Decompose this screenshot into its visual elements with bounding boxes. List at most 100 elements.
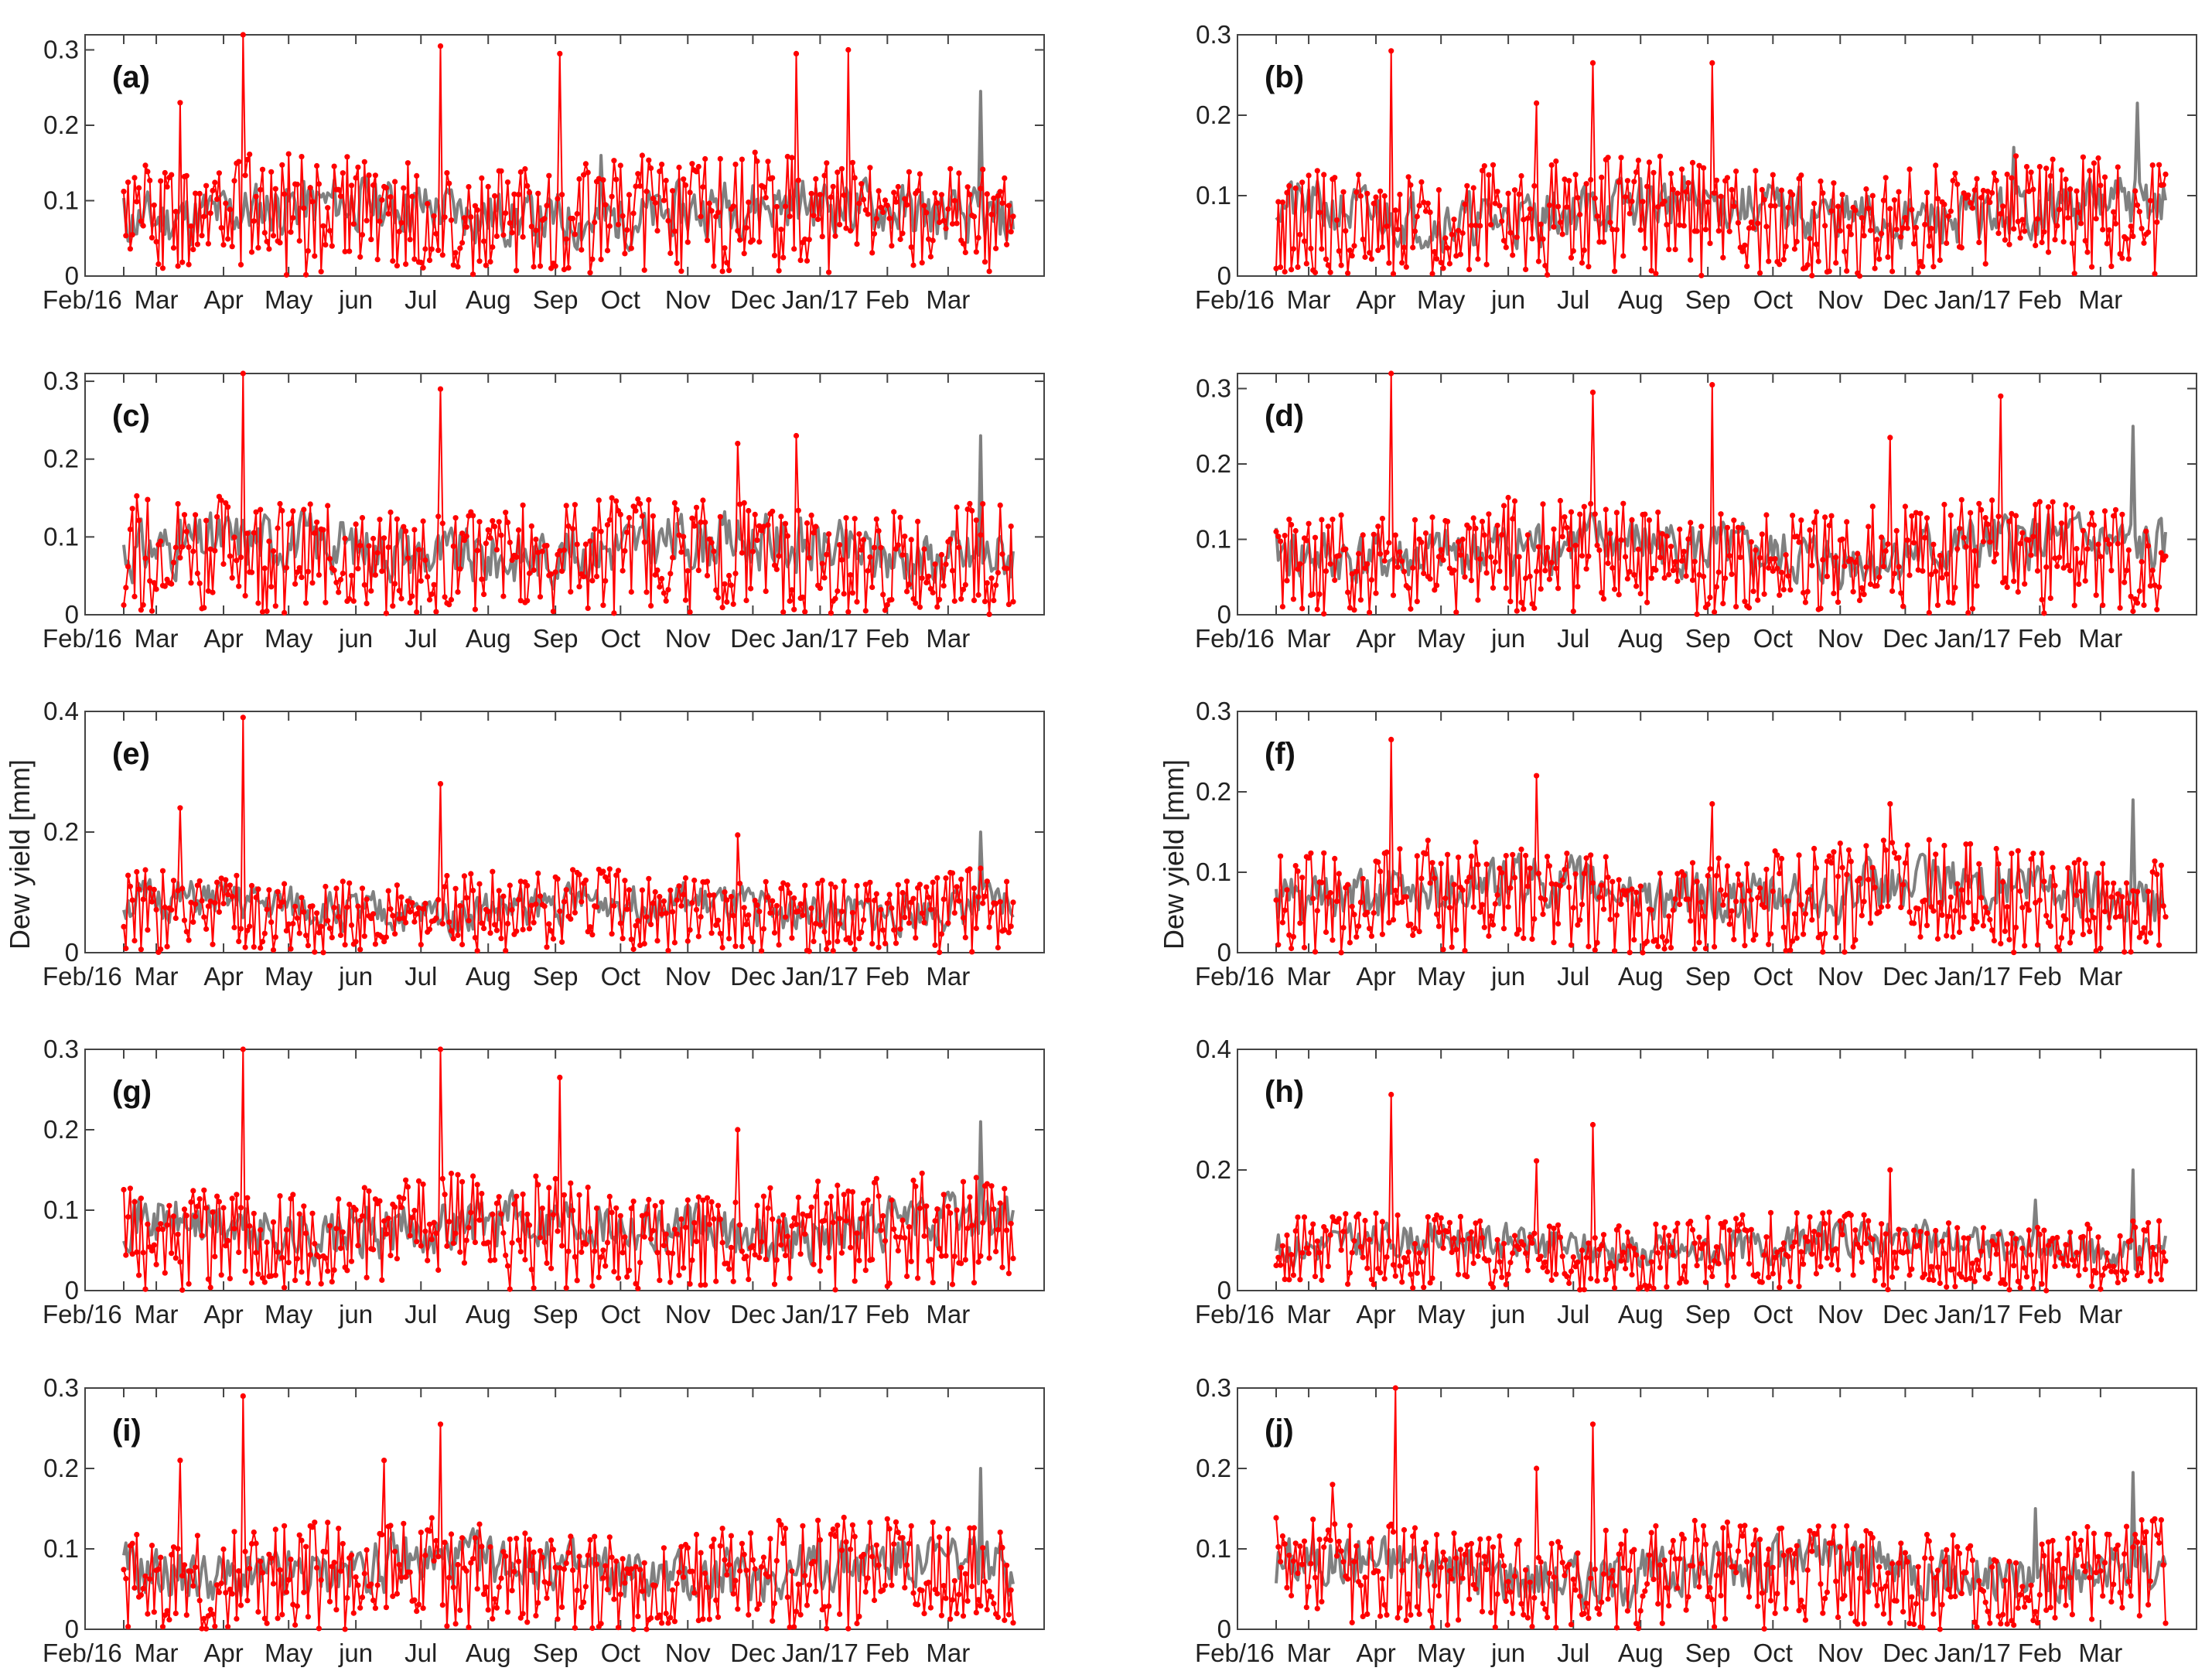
observed-point [1589, 880, 1596, 886]
observed-point [1933, 162, 1939, 169]
observed-point [1802, 1234, 1808, 1240]
observed-point [1401, 1526, 1408, 1533]
observed-point [1952, 1593, 1958, 1600]
observed-point [684, 1197, 691, 1203]
observed-point [1308, 1560, 1314, 1567]
observed-point [2101, 1560, 2108, 1566]
observed-point [1987, 916, 1993, 923]
observed-point [1759, 1279, 1765, 1285]
observed-point [1503, 1281, 1509, 1287]
observed-point [960, 240, 967, 247]
y-tick-label: 0 [65, 261, 79, 290]
observed-point [613, 872, 620, 878]
observed-point [414, 609, 420, 616]
observed-point [1883, 847, 1889, 853]
observed-point [572, 502, 579, 508]
observed-point [1968, 510, 1974, 516]
observed-point [305, 1280, 311, 1286]
observed-point [1314, 606, 1320, 612]
observed-point [1856, 1575, 1863, 1581]
observed-point [1934, 196, 1941, 202]
observed-point [1453, 609, 1459, 616]
x-tick-label: jun [338, 1300, 373, 1328]
observed-point [1553, 1271, 1559, 1277]
observed-point [342, 535, 348, 542]
observed-point [570, 1567, 576, 1574]
observed-point [509, 907, 515, 913]
observed-point [609, 1554, 615, 1560]
observed-point [2012, 1560, 2019, 1566]
x-tick-label: Dec [730, 962, 776, 991]
observed-point [1978, 1248, 1985, 1254]
observed-points [1273, 1091, 2169, 1294]
observed-point [663, 1231, 669, 1237]
observed-point [808, 512, 814, 519]
observed-point [1739, 898, 1746, 904]
observed-point [2004, 1621, 2010, 1627]
observed-point [372, 172, 378, 179]
observed-point [2091, 522, 2097, 528]
observed-point [479, 1543, 485, 1550]
observed-point [1607, 530, 1613, 537]
observed-point [1694, 878, 1700, 885]
observed-point [459, 1535, 466, 1541]
x-tick-label: Feb [2018, 1300, 2062, 1328]
observed-point [2074, 188, 2080, 194]
observed-point [498, 936, 504, 942]
observed-point [674, 506, 680, 513]
observed-point [401, 524, 407, 530]
observed-point [314, 519, 320, 525]
observed-point [2033, 899, 2039, 906]
observed-point [2030, 1285, 2036, 1291]
observed-point [201, 213, 207, 220]
observed-point [1922, 1555, 1928, 1561]
observed-point [765, 1205, 771, 1211]
observed-point [1459, 1237, 1466, 1243]
observed-point [1381, 1276, 1388, 1282]
observed-point [1666, 571, 1672, 578]
observed-point [1629, 198, 1635, 204]
observed-point [179, 1287, 186, 1293]
observed-point [913, 600, 919, 606]
observed-point [312, 949, 318, 955]
observed-point [2158, 1517, 2164, 1523]
observed-point [455, 1561, 461, 1568]
observed-point [1364, 561, 1371, 567]
observed-point [815, 1517, 821, 1523]
observed-point [1924, 923, 1930, 929]
observed-point [270, 233, 277, 239]
observed-point [216, 1199, 222, 1205]
observed-point [1292, 1540, 1299, 1547]
observed-point [450, 1240, 456, 1247]
observed-point [767, 910, 773, 916]
observed-point [771, 562, 778, 568]
observed-point [1524, 215, 1531, 221]
observed-point [162, 1270, 168, 1276]
observed-point [435, 247, 442, 254]
observed-point [960, 915, 967, 921]
observed-point [1796, 539, 1802, 545]
observed-point [752, 149, 758, 155]
observed-point [1965, 1235, 1971, 1241]
observed-point [687, 1281, 693, 1287]
observed-point [1440, 946, 1446, 953]
observed-point [1939, 1601, 1945, 1608]
observed-point [1481, 163, 1487, 169]
observed-point [613, 1205, 620, 1211]
y-tick-label: 0 [1217, 261, 1231, 290]
observed-point [667, 1279, 674, 1285]
observed-point [1995, 230, 2002, 237]
observed-point [1357, 899, 1364, 906]
observed-point [1545, 854, 1551, 860]
observed-point [1605, 1266, 1611, 1272]
observed-point [2125, 547, 2132, 554]
observed-point [702, 1571, 708, 1577]
observed-point [2071, 1263, 2077, 1269]
observed-point [2095, 155, 2101, 162]
observed-point [392, 581, 398, 587]
observed-point [1456, 854, 1462, 861]
observed-point [726, 268, 732, 274]
observed-point [283, 271, 289, 278]
observed-point [1640, 1254, 1646, 1260]
observed-point [1794, 1210, 1800, 1216]
